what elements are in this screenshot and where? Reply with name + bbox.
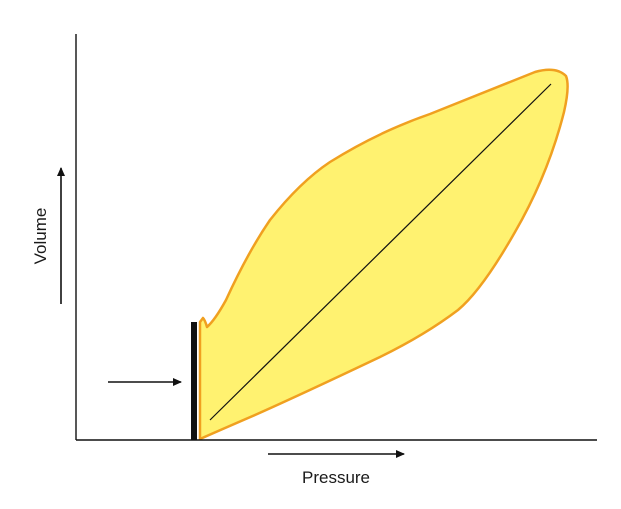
pv-loop: [198, 68, 569, 441]
x-axis-label: Pressure: [302, 468, 370, 487]
y-axis-label: Volume: [31, 208, 50, 265]
compliance-line: [209, 83, 552, 421]
